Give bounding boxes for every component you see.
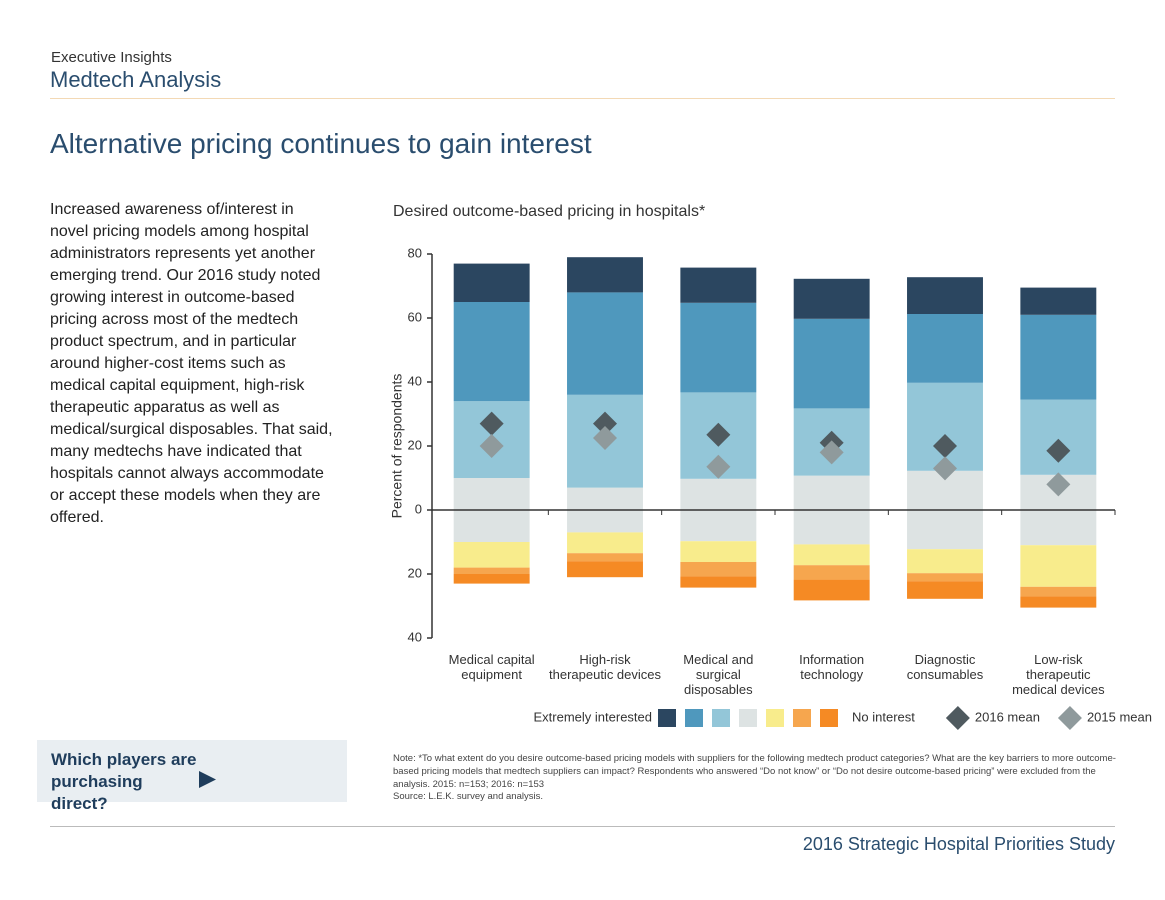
bar-segment — [567, 553, 643, 562]
x-tick-label: Medical and surgical disposables — [683, 652, 754, 697]
bar-segment — [680, 267, 757, 303]
legend-label: 2016 mean — [975, 709, 1040, 724]
bar-segment — [907, 573, 983, 582]
bar-segment — [680, 562, 757, 577]
bar-segment — [1020, 586, 1097, 597]
x-tick-label: Medical capital equipment — [448, 652, 535, 682]
bar-segment — [1020, 314, 1097, 400]
bar-segment — [1020, 399, 1097, 475]
x-tick-label: Information technology — [799, 652, 865, 682]
bar-segment — [793, 544, 870, 566]
bar-segment — [453, 574, 530, 584]
rule — [50, 98, 1115, 99]
bar-segment — [1020, 287, 1097, 315]
bar-segment — [453, 263, 530, 302]
bar-segment — [793, 278, 870, 319]
legend-marker — [1057, 706, 1082, 730]
y-tick-label: 40 — [408, 629, 422, 644]
legend-swatch — [820, 709, 838, 727]
callout-text[interactable]: Which players are purchasing direct? — [51, 750, 197, 813]
bar-segment — [680, 576, 757, 588]
mean-marker — [593, 426, 617, 450]
mean-marker — [706, 454, 731, 479]
mean-marker — [819, 440, 844, 465]
bar-segment — [453, 567, 530, 574]
y-tick-label: 0 — [415, 501, 422, 516]
mean-marker — [1046, 472, 1071, 497]
legend-swatch — [685, 709, 703, 727]
rule — [50, 826, 1115, 827]
y-tick-label: 80 — [408, 245, 422, 260]
bar-segment — [1020, 545, 1097, 587]
bar-segment — [567, 292, 643, 395]
note: Note: *To what extent do you desire outc… — [393, 753, 1116, 790]
body-text: Increased awareness of/interest in novel… — [50, 201, 333, 526]
bar-segment — [793, 579, 870, 601]
bar-segment — [453, 302, 530, 402]
legend-label: No interest — [852, 709, 915, 724]
bar-segment — [907, 277, 983, 314]
y-tick-label: 20 — [408, 437, 422, 452]
bar-segment — [907, 549, 983, 574]
callout-box[interactable]: Which players are purchasing direct? — [37, 740, 347, 813]
x-tick-label: Diagnostic consumables — [906, 652, 984, 682]
mean-marker — [479, 434, 504, 458]
mean-marker — [1046, 438, 1071, 463]
bar-segment — [680, 541, 757, 562]
mean-marker — [933, 456, 957, 481]
legend-swatch — [739, 709, 757, 727]
footer: 2016 Strategic Hospital Priorities Study — [802, 834, 1115, 854]
mean-marker — [933, 434, 957, 458]
y-axis-label: Percent of respondents — [389, 374, 405, 519]
legend-swatch — [766, 709, 784, 727]
chart: Desired outcome-based pricing in hospita… — [389, 203, 1152, 730]
legend-swatch — [712, 709, 730, 727]
bar-segment — [793, 318, 870, 409]
bar-segment — [567, 532, 643, 554]
bar-segment — [453, 542, 530, 568]
x-tick-label: Low-risk therapeutic medical devices — [1012, 652, 1105, 697]
mean-marker — [706, 422, 731, 447]
bar-segment — [567, 257, 643, 293]
legend-marker — [945, 706, 970, 730]
legend-swatch — [793, 709, 811, 727]
mean-marker — [479, 411, 504, 436]
page-title: Alternative pricing continues to gain in… — [50, 128, 592, 159]
y-tick-label: 40 — [408, 373, 422, 388]
y-tick-label: 60 — [408, 309, 422, 324]
legend-swatch — [658, 709, 676, 727]
bar-segment — [1020, 596, 1097, 608]
bar-segment — [793, 565, 870, 580]
y-tick-label: 20 — [408, 565, 422, 580]
bar-segment — [907, 314, 983, 383]
bar-segment — [680, 302, 757, 393]
callout-arrow[interactable] — [199, 770, 219, 790]
legend-label: 2015 mean — [1087, 709, 1152, 724]
mean-marker — [593, 411, 617, 436]
bar-segment — [567, 561, 643, 578]
bar-segment — [907, 581, 983, 599]
x-tick-label: High-risk therapeutic devices — [549, 652, 662, 682]
chart-title: Desired outcome-based pricing in hospita… — [393, 203, 705, 220]
legend-label: Extremely interested — [534, 709, 653, 724]
source: Source: L.E.K. survey and analysis. — [393, 791, 543, 802]
kicker: Executive Insights — [51, 49, 172, 66]
section: Medtech Analysis — [50, 67, 222, 92]
